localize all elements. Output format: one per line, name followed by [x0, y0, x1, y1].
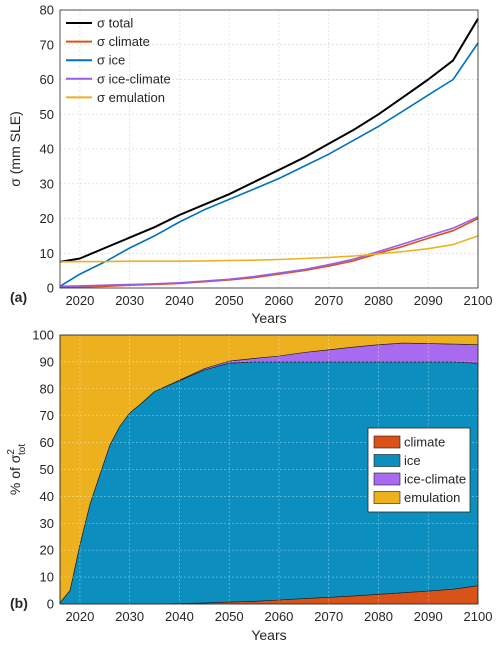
panel-b-x-tick-label: 2090 — [414, 609, 443, 624]
panel-a-y-axis-label: σ (mm SLE) — [7, 111, 23, 187]
panel-b-legend: climate ice ice-climate emulation — [367, 427, 471, 513]
panel-a-x-tick-label: 2090 — [414, 293, 443, 308]
panel-a-series-line — [59, 216, 479, 288]
panel-b-y-tick-label: 100 — [32, 328, 54, 343]
panel-b-x-tick-label: 2080 — [364, 609, 393, 624]
panel-a-series-lines — [59, 18, 479, 289]
panel-a-tick-labels: 2020 2030 2040 2050 2060 2070 2080 2090 21000102… — [40, 3, 493, 309]
panel-a-x-tick-label: 2100 — [464, 293, 493, 308]
panel-b-legend-swatch — [373, 491, 401, 504]
panel-a-x-tick-label: 2060 — [264, 293, 293, 308]
panel-b-legend-entry: ice-climate — [404, 472, 466, 487]
panel-a-x-tick-label: 2050 — [215, 293, 244, 308]
panel-b-legend-entry: climate — [404, 435, 445, 450]
panel-a-series-line — [59, 42, 479, 287]
panel-b-y-tick-label: 30 — [40, 516, 54, 531]
panel-b-tick-labels: 2020 2030 2040 2050 2060 2070 2080 2090 21000102… — [32, 328, 492, 625]
panel-a-x-axis-label: Years — [251, 310, 286, 326]
panel-a-y-tick-label: 10 — [40, 246, 54, 261]
panel-a-grid — [60, 9, 479, 289]
panel-b-y-tick-label: 50 — [40, 462, 54, 477]
panel-b-y-axis-label-superscript: 2 — [6, 449, 17, 455]
panel-b-axes-frame — [59, 334, 479, 605]
panel-b-x-tick-label: 2070 — [314, 609, 343, 624]
panel-b-x-tick-label: 2100 — [464, 609, 493, 624]
panel-a-y-tick-label: 60 — [40, 72, 54, 87]
panel-b-legend-swatch — [373, 435, 401, 449]
panel-b-y-tick-label: 60 — [40, 435, 54, 450]
panel-b-y-tick-label: 70 — [40, 408, 54, 423]
panel-a-x-tick-label: 2030 — [115, 293, 144, 308]
panel-b-y-tick-label: 20 — [40, 543, 54, 558]
panel-a-y-tick-label: 0 — [47, 281, 54, 296]
panel-b-x-axis-label: Years — [251, 627, 286, 643]
panel-a-legend-entry: σ climate — [97, 34, 150, 49]
panel-a-x-tick-label: 2020 — [65, 293, 94, 308]
panel-a-series-line — [59, 235, 479, 263]
panel-a-y-tick-label: 80 — [40, 3, 54, 18]
panel-b-legend-swatch — [373, 472, 401, 486]
panel-a-label: (a) — [10, 289, 27, 305]
panel-a-axes-frame — [59, 9, 479, 289]
panel-a-legend-entry: σ ice-climate — [97, 71, 171, 86]
panel-b-x-tick-label: 2020 — [65, 609, 94, 624]
panel-b-x-tick-label: 2050 — [215, 609, 244, 624]
panel-b-y-axis-label-subscript: tot — [17, 444, 28, 455]
panel-b-y-tick-label: 0 — [47, 597, 54, 612]
panel-a-y-tick-label: 40 — [40, 142, 54, 157]
panel-a-legend-entry: σ emulation — [97, 90, 165, 105]
panel-a-x-tick-label: 2040 — [165, 293, 194, 308]
panel-a-series-line — [59, 18, 479, 263]
panel-b-y-axis-label-main: % of σ — [7, 454, 23, 495]
panel-b-x-tick-label: 2030 — [115, 609, 144, 624]
panel-a-y-tick-label: 30 — [40, 176, 54, 191]
panel-b-y-tick-label: 80 — [40, 381, 54, 396]
panel-b-y-tick-label: 10 — [40, 570, 54, 585]
panel-b-label: (b) — [10, 595, 28, 611]
panel-b-legend-swatch — [373, 454, 401, 467]
panel-b-legend-entry: emulation — [404, 490, 460, 505]
panel-b-y-tick-label: 90 — [40, 354, 54, 369]
panel-a-legend-entry: σ ice — [97, 53, 125, 68]
panel-b-legend-entry: ice — [404, 453, 421, 468]
panel-a-y-tick-label: 50 — [40, 107, 54, 122]
panel-a-legend: σ total σ climate σ ice σ ice-climate σ emul… — [66, 16, 171, 105]
panel-a-legend-entry: σ total — [97, 16, 133, 31]
panel-b-stacked-area-chart: 2020 2030 2040 2050 2060 2070 2080 2090 21000102… — [6, 328, 492, 644]
panel-a-y-tick-label: 70 — [40, 37, 54, 52]
panel-a-x-tick-label: 2080 — [364, 293, 393, 308]
panel-a-x-tick-label: 2070 — [314, 293, 343, 308]
panel-b-x-tick-label: 2060 — [264, 609, 293, 624]
panel-a-y-tick-label: 20 — [40, 211, 54, 226]
panel-b-x-tick-label: 2040 — [165, 609, 194, 624]
panel-b-y-tick-label: 40 — [40, 489, 54, 504]
panel-a-line-chart: 2020 2030 2040 2050 2060 2070 2080 2090 21000102… — [7, 3, 492, 327]
panel-b-y-axis-label: % of σ2tot — [6, 444, 28, 495]
